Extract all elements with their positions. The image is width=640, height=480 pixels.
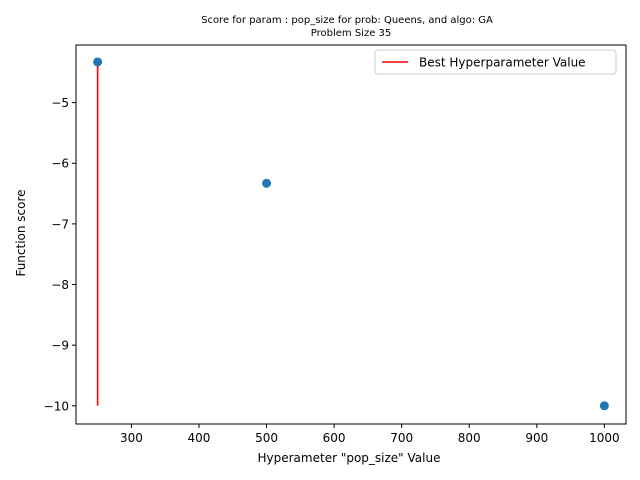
y-tick-label: −5 [51,96,69,110]
y-tick-label: −6 [51,157,69,171]
chart-subtitle: Problem Size 35 [311,28,392,39]
x-axis-label: Hyperameter "pop_size" Value [258,451,441,465]
legend-label: Best Hyperparameter Value [419,56,586,70]
x-tick-label: 600 [323,431,346,445]
x-tick-label: 400 [188,431,211,445]
x-tick-label: 300 [120,431,143,445]
y-axis-label: Function score [14,189,28,276]
x-axis: 300 400 500 600 700 800 900 1000 [120,424,620,445]
legend-box [374,49,617,75]
legend: Best Hyperparameter Value [374,49,617,75]
x-tick-label: 700 [390,431,413,445]
y-tick-label: −8 [51,278,69,292]
y-tick-label: −7 [51,217,69,231]
y-tick-label: −10 [44,399,69,413]
plot-area [75,44,627,425]
y-axis: −10 −9 −8 −7 −6 −5 [44,96,76,413]
scatter-point [599,401,609,411]
x-tick-label: 900 [525,431,548,445]
scatter-point [262,178,272,188]
y-tick-label: −9 [51,339,69,353]
scatter-point [93,57,103,67]
x-tick-label: 500 [255,431,278,445]
x-tick-label: 1000 [589,431,620,445]
plot-marks [93,57,609,411]
x-tick-label: 800 [458,431,481,445]
chart-title: Score for param : pop_size for prob: Que… [201,15,493,26]
